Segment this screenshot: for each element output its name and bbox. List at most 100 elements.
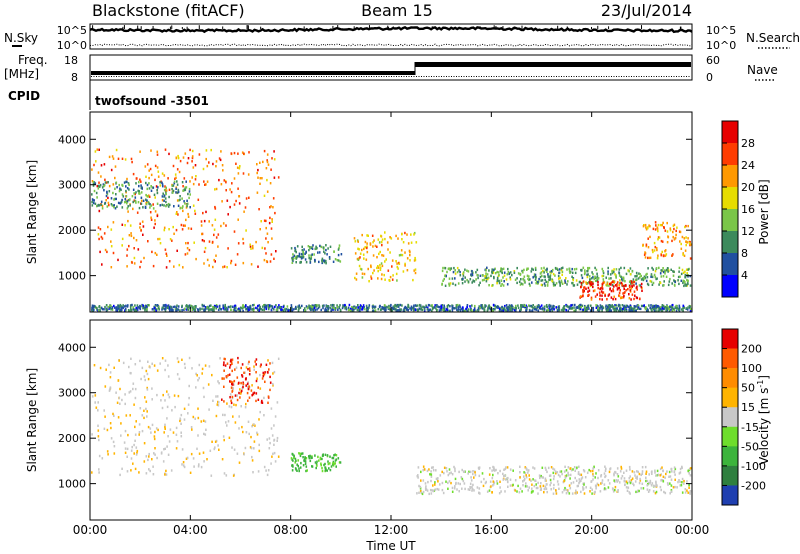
heatmap-cell xyxy=(145,175,147,178)
heatmap-cell xyxy=(164,309,167,312)
heatmap-cell xyxy=(292,259,294,263)
power-ytick-label: 4000 xyxy=(58,133,86,146)
heatmap-cell xyxy=(512,306,514,309)
heatmap-cell xyxy=(311,247,314,250)
heatmap-cell xyxy=(655,305,658,308)
heatmap-cell xyxy=(574,476,576,480)
heatmap-cell xyxy=(101,308,104,311)
heatmap-cell xyxy=(638,272,640,275)
heatmap-cell xyxy=(628,293,630,296)
heatmap-cell xyxy=(437,477,439,480)
heatmap-cell xyxy=(535,282,537,285)
heatmap-cell xyxy=(558,307,560,310)
heatmap-cell xyxy=(180,431,182,434)
heatmap-cell xyxy=(140,180,142,183)
heatmap-cell xyxy=(543,275,545,278)
heatmap-cell xyxy=(401,304,403,307)
heatmap-cell xyxy=(224,413,226,417)
heatmap-cell xyxy=(577,306,579,309)
heatmap-cell xyxy=(620,281,623,285)
heatmap-cell xyxy=(213,228,216,231)
heatmap-cell xyxy=(134,308,136,312)
heatmap-cell xyxy=(240,405,242,408)
heatmap-cell xyxy=(191,428,193,431)
heatmap-cell xyxy=(329,468,332,472)
heatmap-cell xyxy=(371,306,374,309)
heatmap-cell xyxy=(188,196,190,200)
heatmap-cell xyxy=(187,403,190,406)
heatmap-cell xyxy=(256,377,258,380)
heatmap-cell xyxy=(248,367,251,370)
heatmap-cell xyxy=(646,272,648,276)
heatmap-cell xyxy=(275,250,277,253)
heatmap-cell xyxy=(389,251,391,254)
heatmap-cell xyxy=(291,309,294,313)
heatmap-cell xyxy=(311,465,314,468)
heatmap-cell xyxy=(510,308,512,311)
heatmap-cell xyxy=(144,396,146,399)
heatmap-cell xyxy=(197,407,199,410)
heatmap-cell xyxy=(140,186,143,190)
heatmap-cell xyxy=(428,492,430,496)
heatmap-cell xyxy=(98,438,100,442)
heatmap-cell xyxy=(646,308,649,311)
velocity-xtick-label: 00:00 xyxy=(675,523,710,537)
heatmap-cell xyxy=(311,304,313,307)
heatmap-cell xyxy=(238,307,240,310)
heatmap-cell xyxy=(666,308,668,312)
heatmap-cell xyxy=(683,254,686,257)
heatmap-cell xyxy=(560,279,563,282)
heatmap-cell xyxy=(437,480,439,483)
heatmap-cell xyxy=(453,465,455,469)
heatmap-cell xyxy=(356,257,359,261)
heatmap-cell xyxy=(687,237,689,240)
heatmap-cell xyxy=(587,273,589,276)
heatmap-cell xyxy=(215,187,218,191)
heatmap-cell xyxy=(642,277,644,280)
heatmap-cell xyxy=(134,396,137,400)
heatmap-cell xyxy=(483,477,485,481)
heatmap-cell xyxy=(477,309,480,312)
heatmap-cell xyxy=(655,490,658,494)
heatmap-cell xyxy=(550,307,553,310)
heatmap-cell xyxy=(125,308,127,312)
heatmap-cell xyxy=(118,189,121,193)
heatmap-cell xyxy=(165,266,168,269)
heatmap-cell xyxy=(165,189,168,192)
heatmap-cell xyxy=(323,304,325,307)
heatmap-cell xyxy=(610,296,613,299)
heatmap-cell xyxy=(173,232,175,235)
heatmap-cell xyxy=(631,293,634,296)
heatmap-cell xyxy=(241,375,244,378)
heatmap-cell xyxy=(659,307,661,311)
heatmap-cell xyxy=(633,290,636,293)
heatmap-cell xyxy=(164,425,166,429)
heatmap-cell xyxy=(559,475,561,478)
heatmap-cell xyxy=(167,304,170,307)
heatmap-cell xyxy=(184,188,187,192)
power-heatmap-cells xyxy=(91,148,692,313)
heatmap-cell xyxy=(656,474,659,477)
heatmap-cell xyxy=(316,464,318,467)
heatmap-cell xyxy=(91,307,94,310)
heatmap-cell xyxy=(678,306,681,309)
heatmap-cell xyxy=(625,480,628,483)
heatmap-cell xyxy=(392,305,395,308)
heatmap-cell xyxy=(500,268,502,271)
heatmap-cell xyxy=(360,268,363,271)
heatmap-cell xyxy=(603,483,606,486)
heatmap-cell xyxy=(368,280,370,283)
heatmap-cell xyxy=(629,468,631,471)
heatmap-cell xyxy=(555,492,558,495)
heatmap-cell xyxy=(461,309,464,312)
heatmap-cell xyxy=(295,459,297,463)
heatmap-cell xyxy=(242,430,244,434)
heatmap-cell xyxy=(113,414,115,417)
heatmap-cell xyxy=(520,308,522,311)
heatmap-cell xyxy=(227,374,229,377)
heatmap-cell xyxy=(298,307,300,311)
heatmap-cell xyxy=(294,461,296,464)
heatmap-cell xyxy=(96,204,99,207)
heatmap-cell xyxy=(251,459,254,462)
heatmap-cell xyxy=(675,229,677,233)
